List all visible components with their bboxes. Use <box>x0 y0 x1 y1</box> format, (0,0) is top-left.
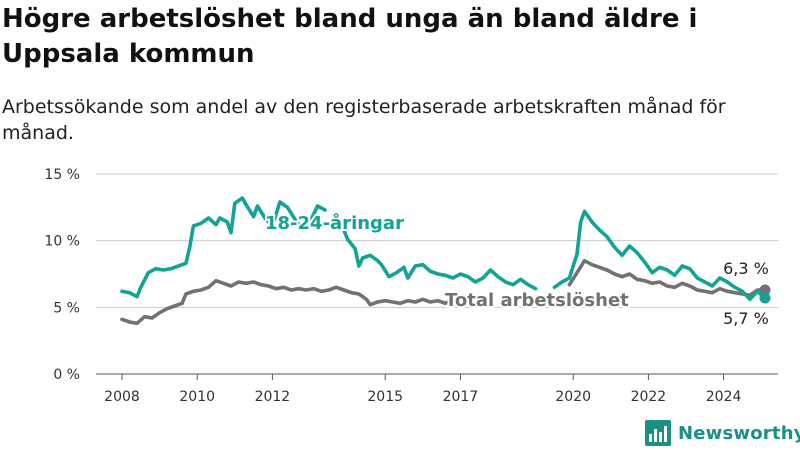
youth-series-line <box>342 228 538 291</box>
brand-name: Newsworthy <box>678 422 800 444</box>
x-tick-label: 2012 <box>255 389 291 405</box>
youth-series-label: 18-24-åringar <box>265 212 404 234</box>
total-series-label: Total arbetslöshet <box>445 290 629 311</box>
bar-chart-logo-icon <box>645 420 671 446</box>
x-tick-label: 2017 <box>443 389 479 405</box>
total-series-line <box>567 258 767 298</box>
x-tick-label: 2010 <box>179 389 215 405</box>
youth-series-line <box>120 196 327 299</box>
chart-subtitle: Arbetssökande som andel av den registerb… <box>2 96 726 144</box>
y-tick-label: 10 % <box>44 234 80 250</box>
youth-series-line <box>552 209 767 302</box>
x-tick-label: 2024 <box>706 389 742 405</box>
chart-title: Högre arbetslöshet bland unga än bland ä… <box>2 4 698 69</box>
youth-end-value-label: 5,7 % <box>723 309 769 328</box>
x-tick-label: 2020 <box>555 389 591 405</box>
y-tick-label: 15 % <box>44 167 80 183</box>
total-end-value-label: 6,3 % <box>723 259 769 278</box>
brand-logo: Newsworthy <box>645 419 800 447</box>
total-series-line <box>120 278 463 326</box>
x-tick-label: 2022 <box>631 389 667 405</box>
y-tick-label: 5 % <box>53 300 80 316</box>
x-tick-label: 2015 <box>367 389 403 405</box>
total-end-point <box>759 284 771 296</box>
youth-end-point <box>759 292 771 304</box>
y-tick-label: 0 % <box>53 367 80 383</box>
x-tick-label: 2008 <box>104 389 140 405</box>
